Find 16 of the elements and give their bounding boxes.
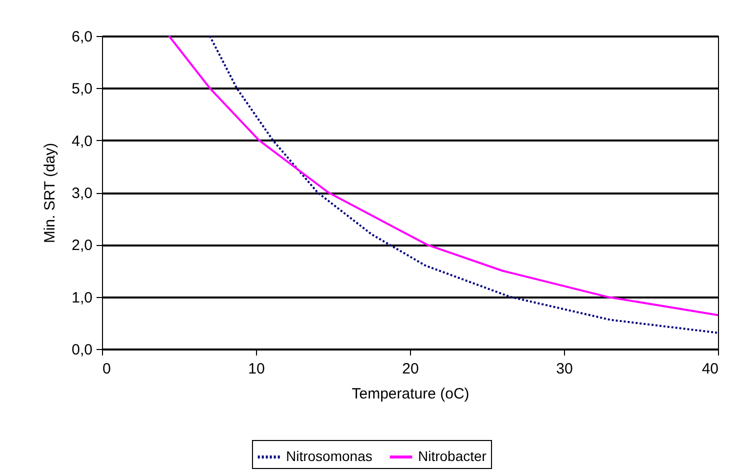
- x-tick-label: 30: [556, 360, 573, 378]
- y-tick-label: 5,0: [72, 80, 92, 98]
- x-tick-label: 0: [102, 360, 111, 378]
- y-tick-label: 0,0: [72, 342, 92, 358]
- x-axis-title: Temperature (oC): [352, 386, 470, 402]
- y-tick-label: 2,0: [72, 237, 92, 254]
- legend-label: Nitrosomonas: [286, 448, 372, 464]
- y-tick-label: 3,0: [72, 185, 92, 202]
- y-tick-label: 1,0: [72, 289, 92, 306]
- x-tick-label: 10: [248, 360, 265, 378]
- legend-label: Nitrobacter: [418, 448, 487, 464]
- x-tick-label: 40: [702, 360, 718, 378]
- y-tick-label: 4,0: [72, 132, 92, 150]
- y-tick-label: 6,0: [72, 28, 92, 46]
- x-tick-label: 20: [402, 360, 419, 378]
- y-axis-title: Min. SRT (day): [42, 142, 59, 244]
